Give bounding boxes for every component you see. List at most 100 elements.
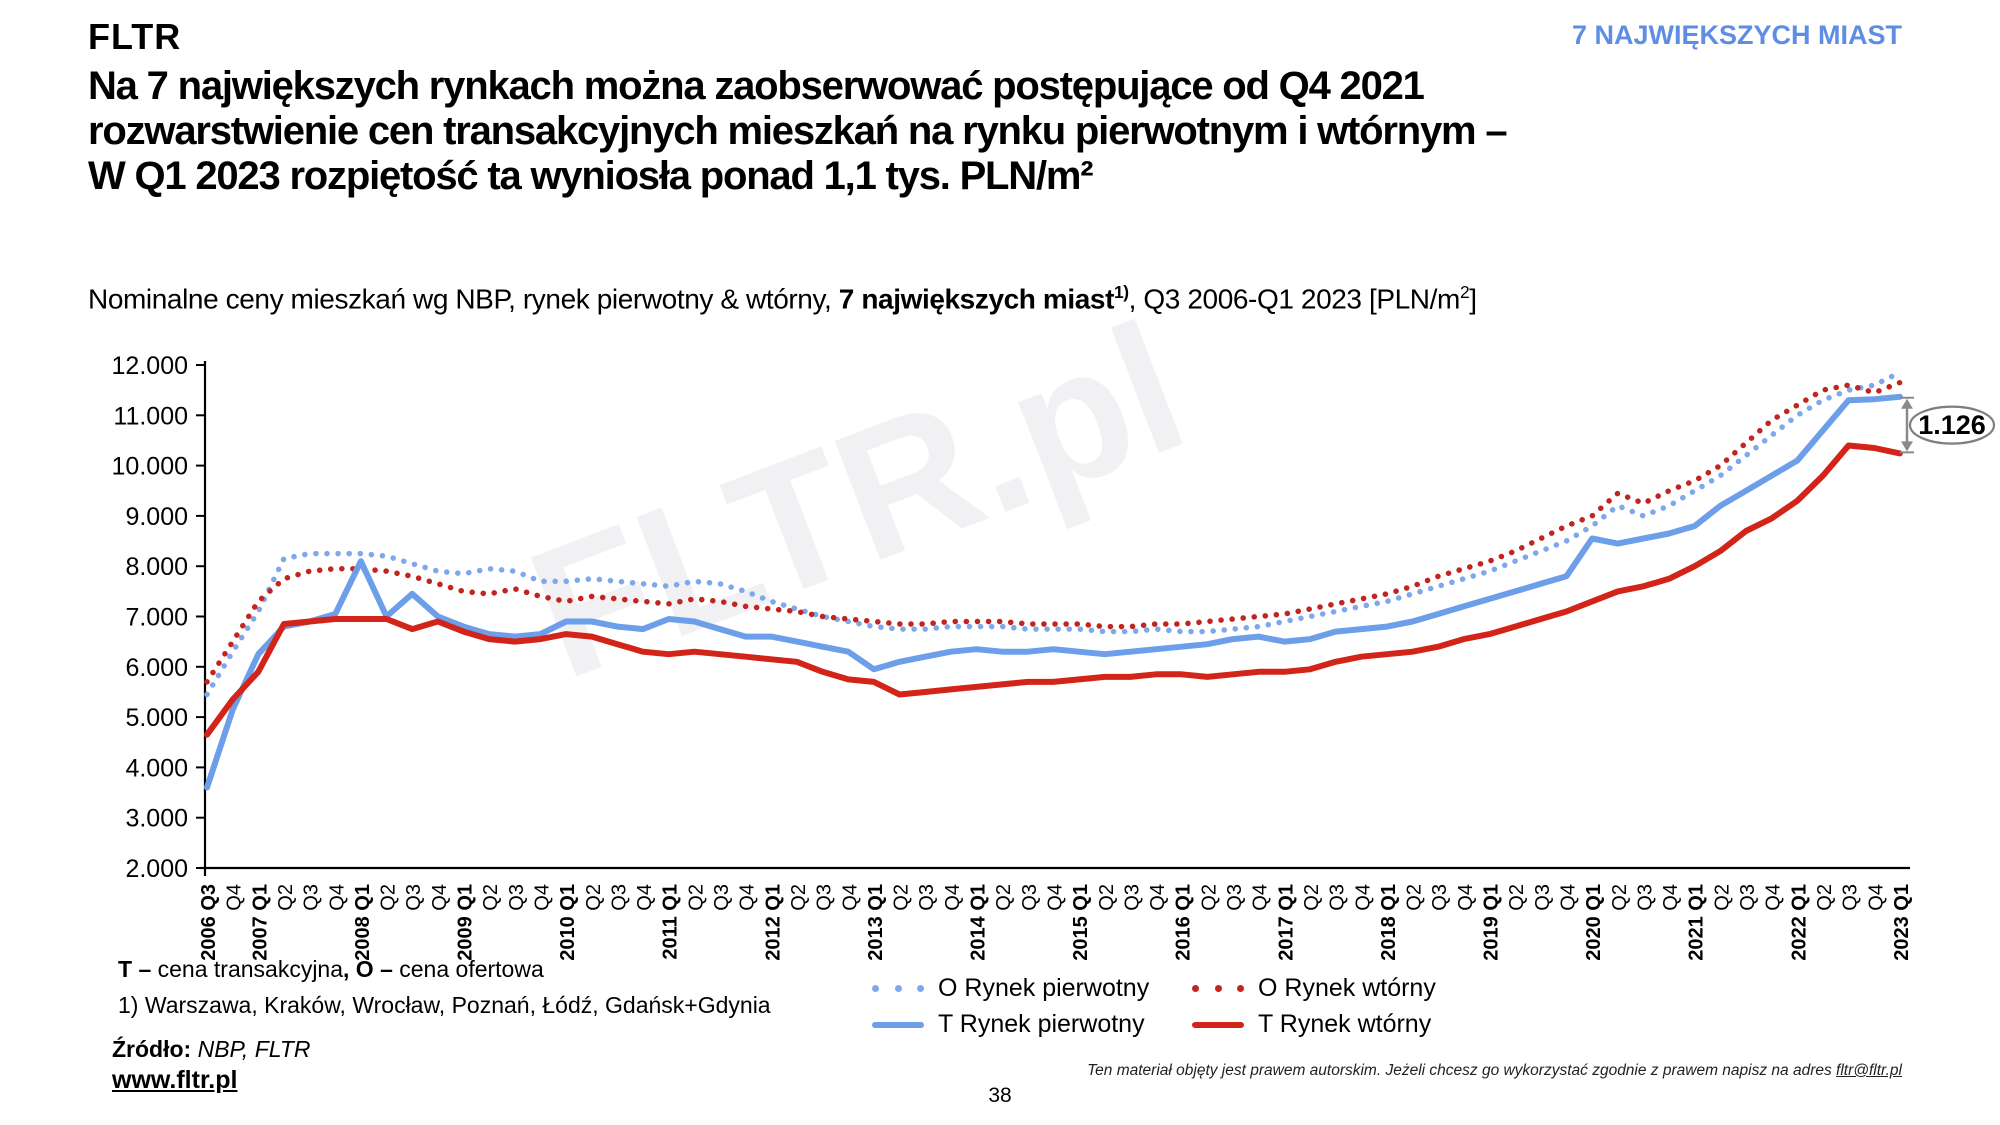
series-o-rynek-wtórny [204, 379, 1903, 685]
gap-value-label: 1.126 [1918, 410, 1986, 440]
x-axis-label: Q2 [480, 884, 502, 911]
legend-label: O Rynek pierwotny [938, 974, 1150, 1002]
x-axis-label: 2021 Q1 [1686, 884, 1708, 961]
x-axis-label: Q2 [1814, 884, 1836, 911]
copyright-email-link[interactable]: fltr@fltr.pl [1836, 1062, 1902, 1079]
footnote-o-text: cena ofertowa [392, 956, 544, 982]
x-axis-label: 2019 Q1 [1481, 884, 1503, 961]
subtitle-sup-2: 2 [1459, 282, 1470, 302]
x-axis-label: Q4 [634, 884, 656, 911]
solid-line-marker [1192, 1021, 1244, 1028]
footnote-o-label: , O – [343, 956, 393, 982]
x-axis-label: Q4 [1455, 884, 1477, 911]
y-axis-label: 7.000 [125, 604, 188, 632]
x-axis-label: Q3 [1532, 884, 1554, 911]
report-topic-label: 7 NAJWIĘKSZYCH MIAST [1571, 20, 1902, 50]
source-label: Źródło: [112, 1036, 192, 1062]
legend-bar [872, 1021, 924, 1028]
legend-item: T Rynek wtórny [1192, 1010, 1436, 1039]
legend-dot [872, 985, 879, 992]
x-axis-label: 2013 Q1 [865, 884, 887, 961]
x-axis-label: Q3 [1737, 884, 1759, 911]
x-axis-label: Q2 [378, 884, 400, 911]
x-axis-label: Q3 [711, 884, 733, 911]
x-axis-label: Q2 [891, 884, 913, 911]
x-axis-label: Q3 [1121, 884, 1143, 911]
x-axis-label: 2017 Q1 [1275, 884, 1297, 961]
x-axis-label: Q4 [737, 884, 759, 911]
copyright-text: Ten materiał objęty jest prawem autorski… [1087, 1062, 1837, 1079]
legend-dot [917, 985, 924, 992]
legend-bar [1192, 1021, 1244, 1028]
x-axis-label: Q4 [1352, 884, 1374, 911]
legend-label: O Rynek wtórny [1258, 974, 1436, 1002]
x-axis-label: 2022 Q1 [1788, 884, 1810, 961]
x-axis-label: Q2 [1198, 884, 1220, 911]
legend-label: T Rynek wtórny [1258, 1010, 1432, 1038]
x-axis-label: Q3 [1429, 884, 1451, 911]
brand-logo: FLTR [88, 16, 182, 57]
x-axis-label: Q4 [1147, 884, 1169, 911]
subtitle-text: Nominalne ceny mieszkań wg NBP, rynek pi… [88, 283, 839, 315]
x-axis-label: 2014 Q1 [968, 884, 990, 961]
gap-arrow-end-ticks [1900, 396, 1914, 454]
slide-title-line-3: W Q1 2023 rozpiętość ta wyniosła ponad 1… [88, 154, 1094, 198]
x-axis-label: Q4 [1557, 884, 1579, 911]
chart-legend: O Rynek pierwotny O Rynek wtórny T Rynek p… [872, 974, 1436, 1039]
gap-value-ellipse [1908, 405, 1996, 445]
x-axis-label: Q4 [1865, 884, 1887, 911]
source-value: NBP, FLTR [191, 1036, 311, 1062]
x-axis-label: Q4 [429, 884, 451, 911]
page-number: 38 [988, 1084, 1012, 1107]
x-axis-label: Q4 [1250, 884, 1272, 911]
x-axis-label: Q4 [839, 884, 861, 911]
subtitle-text-3: ] [1469, 283, 1477, 315]
copyright-note: Ten materiał objęty jest prawem autorski… [1087, 1062, 1902, 1080]
x-axis-label: Q2 [1506, 884, 1528, 911]
legend-item: O Rynek pierwotny [872, 974, 1172, 1003]
chart-subtitle: Nominalne ceny mieszkań wg NBP, rynek pi… [88, 282, 1477, 315]
x-axis-label: Q2 [1609, 884, 1631, 911]
x-axis-label: Q2 [275, 884, 297, 911]
series-o-rynek-pierwotny [204, 369, 1903, 698]
x-axis-label: Q3 [1634, 884, 1656, 911]
x-axis-label: 2018 Q1 [1378, 884, 1400, 961]
x-axis-label: Q2 [583, 884, 605, 911]
x-axis-label: 2008 Q1 [352, 884, 374, 961]
y-axis-label: 3.000 [125, 805, 188, 833]
x-axis-label: 2023 Q1 [1891, 884, 1913, 961]
subtitle-bold: 7 największych miast [838, 283, 1115, 315]
x-axis-label: Q3 [1840, 884, 1862, 911]
x-axis-label: Q3 [814, 884, 836, 911]
x-axis-label: Q4 [224, 884, 246, 911]
x-axis-label: 2009 Q1 [455, 884, 477, 961]
x-axis-label: Q3 [1019, 884, 1041, 911]
legend-label: T Rynek pierwotny [938, 1010, 1145, 1038]
x-axis-label: Q2 [1096, 884, 1118, 911]
legend-dot [1214, 985, 1222, 992]
slide-title-line-1: Na 7 największych rynkach można zaobserw… [88, 64, 1425, 108]
x-axis-label: Q2 [1404, 884, 1426, 911]
x-axis-label: Q2 [1711, 884, 1733, 911]
legend-dot [1192, 985, 1199, 992]
x-axis-label: Q3 [1224, 884, 1246, 911]
x-axis-label: Q2 [1301, 884, 1323, 911]
x-axis-label: Q4 [942, 884, 964, 911]
gap-annotation: 1.126 [1900, 396, 1996, 454]
x-axis-label: Q2 [788, 884, 810, 911]
x-axis-label: Q4 [1044, 884, 1066, 911]
x-axis-label: Q4 [326, 884, 348, 911]
footnote-definitions: T – cena transakcyjna, O – cena ofertowa [118, 956, 544, 983]
x-axis-label: 2020 Q1 [1583, 884, 1605, 961]
x-axis-label: 2012 Q1 [762, 884, 784, 961]
y-axis-label: 9.000 [125, 503, 188, 531]
x-axis-label: 2006 Q3 [198, 884, 220, 961]
x-axis-label: Q3 [608, 884, 630, 911]
y-axis-label: 10.000 [112, 453, 188, 481]
x-axis-label: Q3 [403, 884, 425, 911]
subtitle-footnote-ref: 1) [1114, 282, 1129, 302]
website-link[interactable]: www.fltr.pl [112, 1066, 238, 1094]
x-axis-label: Q4 [531, 884, 553, 911]
x-axis-label: 2010 Q1 [557, 884, 579, 961]
y-axis-label: 4.000 [125, 754, 188, 782]
